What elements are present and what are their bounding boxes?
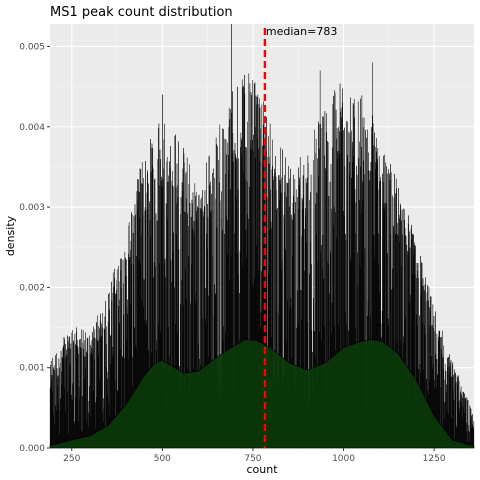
x-axis: 250 500 750 1000 1250	[63, 448, 446, 464]
x-tick-label: 750	[244, 454, 261, 464]
median-label: median=783	[266, 25, 337, 38]
y-tick-label: 0.005	[19, 42, 45, 52]
x-tick-label: 250	[63, 454, 80, 464]
x-tick-label: 1000	[332, 454, 355, 464]
density-curve	[49, 339, 475, 449]
y-axis-title: density	[4, 215, 17, 256]
y-axis: 0.000 0.001 0.002 0.003 0.004 0.005	[19, 42, 50, 454]
x-axis-title: count	[246, 463, 278, 476]
y-tick-label: 0.000	[19, 444, 45, 454]
x-tick-label: 1250	[423, 454, 446, 464]
y-tick-label: 0.001	[19, 364, 45, 374]
y-tick-label: 0.003	[19, 203, 45, 213]
y-tick-label: 0.004	[19, 123, 45, 133]
x-tick-label: 500	[154, 454, 171, 464]
chart-title: MS1 peak count distribution	[50, 5, 233, 20]
y-tick-label: 0.002	[19, 283, 45, 293]
